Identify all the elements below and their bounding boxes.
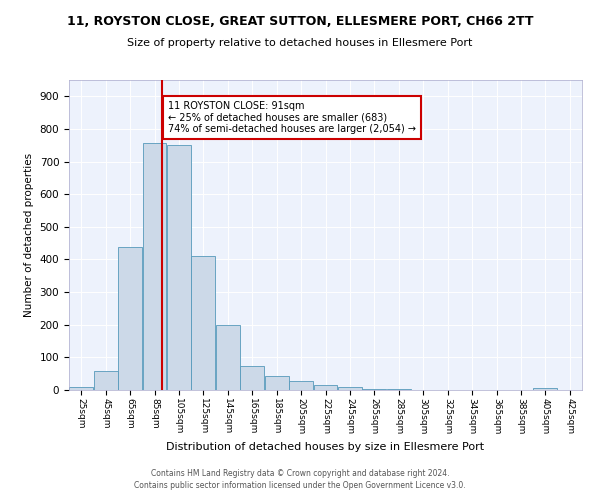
X-axis label: Distribution of detached houses by size in Ellesmere Port: Distribution of detached houses by size … [166,442,485,452]
Text: 11 ROYSTON CLOSE: 91sqm
← 25% of detached houses are smaller (683)
74% of semi-d: 11 ROYSTON CLOSE: 91sqm ← 25% of detache… [168,101,416,134]
Bar [70,386,93,390]
Bar [362,388,386,390]
Bar [338,387,362,390]
Bar [533,388,557,390]
Bar [167,144,191,390]
Bar [314,386,337,390]
Bar [118,247,142,390]
Text: Size of property relative to detached houses in Ellesmere Port: Size of property relative to detached ho… [127,38,473,48]
Bar [94,371,118,390]
Text: 11, ROYSTON CLOSE, GREAT SUTTON, ELLESMERE PORT, CH66 2TT: 11, ROYSTON CLOSE, GREAT SUTTON, ELLESME… [67,15,533,28]
Text: Contains HM Land Registry data © Crown copyright and database right 2024.
Contai: Contains HM Land Registry data © Crown c… [134,468,466,490]
Bar [216,326,239,390]
Y-axis label: Number of detached properties: Number of detached properties [24,153,34,317]
Bar [191,256,215,390]
Bar [241,366,264,390]
Bar [265,376,289,390]
Bar [289,381,313,390]
Bar [143,142,166,390]
